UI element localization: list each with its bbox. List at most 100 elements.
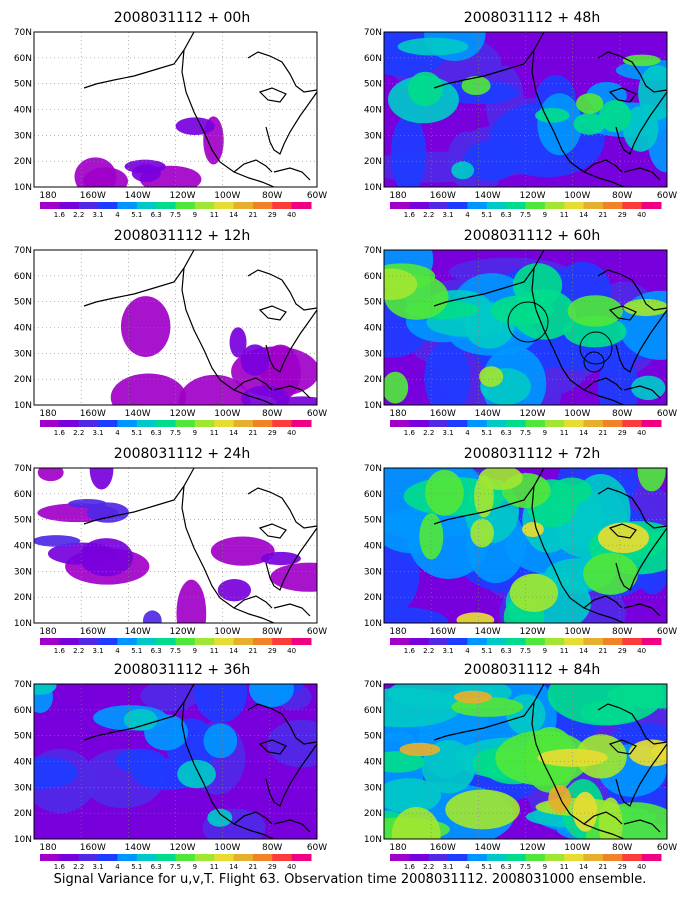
- colorbar-label: 2.2: [423, 647, 434, 655]
- variance-contour: [229, 327, 247, 358]
- longitude-label: 140W: [125, 409, 151, 419]
- variance-contour: [37, 468, 64, 482]
- colorbar-swatch: [136, 854, 157, 861]
- longitude-label: 160W: [430, 627, 456, 637]
- colorbar-label: 1.6: [404, 647, 416, 655]
- colorbar-swatch: [641, 854, 662, 861]
- longitude-label: 160W: [430, 843, 456, 853]
- variance-field: [34, 684, 317, 839]
- variance-contour: [384, 536, 420, 614]
- colorbar-swatch: [486, 854, 507, 861]
- colorbar-label: 9: [543, 211, 547, 219]
- latitude-label: 60N: [14, 272, 32, 282]
- latitude-label: 70N: [364, 246, 382, 256]
- colorbar-label: 3.1: [93, 863, 104, 871]
- colorbar-label: 21: [248, 211, 257, 219]
- variance-map: 70N 60N 50N 40N 30N 20N 10N 180 160W 140W 120W 100W…: [364, 464, 677, 655]
- colorbar-swatch: [194, 202, 215, 209]
- colorbar-label: 2.2: [73, 863, 84, 871]
- colorbar-swatch: [175, 638, 196, 645]
- colorbar-swatch: [214, 638, 235, 645]
- colorbar-swatch: [448, 854, 468, 861]
- colorbar-swatch: [194, 854, 215, 861]
- colorbar-label: 40: [287, 647, 296, 655]
- colorbar-label: 14: [229, 429, 238, 437]
- longitude-label: 120W: [169, 191, 195, 201]
- colorbar-swatch: [506, 638, 526, 645]
- longitude-label: 140W: [125, 191, 151, 201]
- panel-title: 2008031112 + 72h: [463, 446, 601, 462]
- colorbar-label: 6.3: [151, 211, 162, 219]
- latitude-label: 30N: [364, 783, 382, 793]
- colorbar-swatch: [59, 854, 80, 861]
- variance-contour: [399, 742, 441, 757]
- colorbar-label: 14: [579, 429, 588, 437]
- longitude-label: 140W: [475, 409, 501, 419]
- colorbar-swatch: [390, 202, 410, 209]
- latitude-label: 70N: [364, 28, 382, 38]
- variance-contour: [384, 751, 425, 773]
- latitude-label: 30N: [364, 567, 382, 577]
- colorbar-swatch: [506, 420, 526, 427]
- latitude-label: 20N: [364, 809, 382, 819]
- latitude-label: 20N: [14, 375, 32, 385]
- colorbar-swatch: [622, 420, 643, 427]
- colorbar-label: 1.6: [54, 863, 66, 871]
- coastline: [83, 467, 318, 624]
- colorbar-label: 29: [268, 211, 277, 219]
- longitude-label: 120W: [169, 409, 195, 419]
- colorbar-swatch: [78, 854, 99, 861]
- variance-contour: [89, 468, 114, 490]
- variance-contour: [83, 167, 129, 187]
- colorbar-swatch: [214, 202, 235, 209]
- colorbar-label: 1.6: [404, 863, 416, 871]
- longitude-label: 60W: [657, 409, 677, 419]
- variance-contour: [456, 612, 495, 623]
- colorbar-swatch: [506, 854, 526, 861]
- colorbar-label: 2.2: [73, 647, 84, 655]
- longitude-label: 120W: [169, 627, 195, 637]
- colorbar-swatch: [156, 420, 176, 427]
- latitude-label: 60N: [14, 706, 32, 716]
- colorbar-label: 40: [287, 211, 296, 219]
- colorbar-swatch: [544, 202, 565, 209]
- panel-title: 2008031112 + 36h: [113, 662, 251, 678]
- colorbar-swatch: [156, 854, 176, 861]
- colorbar-label: 21: [248, 647, 257, 655]
- colorbar-label: 5.1: [481, 863, 492, 871]
- colorbar-label: 1.6: [54, 211, 66, 219]
- latitude-label: 70N: [364, 464, 382, 474]
- longitude-label: 60W: [307, 843, 327, 853]
- longitude-label: 140W: [475, 843, 501, 853]
- variance-contour: [176, 579, 207, 623]
- panel-title: 2008031112 + 24h: [113, 446, 251, 462]
- longitude-label: 80W: [612, 627, 632, 637]
- colorbar-label: 11: [560, 647, 569, 655]
- longitude-label: 160W: [430, 409, 456, 419]
- variance-contour: [203, 723, 238, 759]
- coastline: [83, 683, 318, 840]
- colorbar-label: 29: [618, 647, 627, 655]
- colorbar-label: 14: [229, 647, 238, 655]
- colorbar-label: 6.3: [501, 647, 512, 655]
- colorbar-label: 7.5: [170, 429, 181, 437]
- colorbar-label: 40: [287, 863, 296, 871]
- colorbar-swatch: [641, 638, 662, 645]
- colorbar-swatch: [428, 420, 449, 427]
- colorbar-swatch: [409, 638, 430, 645]
- longitude-label: 100W: [564, 191, 590, 201]
- latitude-label: 50N: [14, 80, 32, 90]
- colorbar-label: 5.1: [131, 863, 142, 871]
- latitude-label: 40N: [364, 324, 382, 334]
- colorbar-label: 7.5: [170, 647, 181, 655]
- colorbar-swatch: [486, 638, 507, 645]
- longitude-label: 60W: [307, 627, 327, 637]
- latitude-label: 10N: [364, 183, 382, 193]
- variance-contour: [384, 371, 409, 404]
- colorbar-swatch: [583, 202, 604, 209]
- colorbar-label: 4: [465, 647, 470, 655]
- colorbar-label: 9: [193, 863, 197, 871]
- colorbar-swatch: [98, 420, 118, 427]
- latitude-label: 60N: [364, 54, 382, 64]
- colorbar-swatch: [409, 854, 430, 861]
